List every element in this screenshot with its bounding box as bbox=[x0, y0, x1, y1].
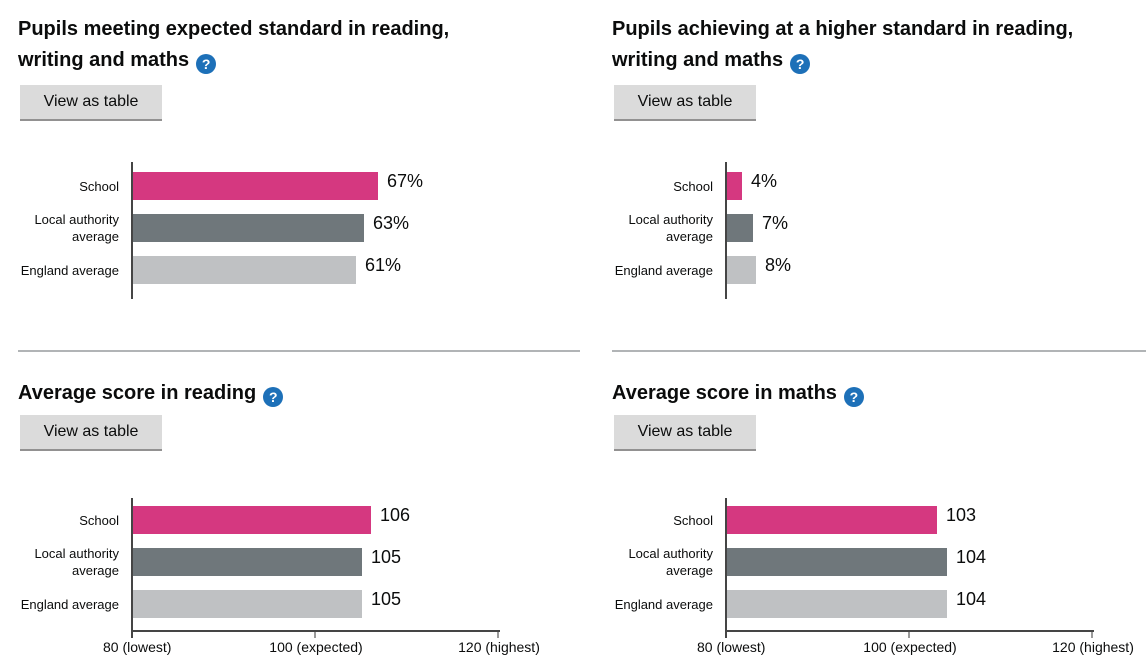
bar-value-local-authority: 105 bbox=[371, 547, 402, 567]
bar-label-school: School bbox=[79, 178, 119, 194]
bar-label-england: England average bbox=[20, 596, 119, 612]
view-as-table-button[interactable]: View as table bbox=[20, 85, 162, 119]
bar-label-school: School bbox=[79, 512, 119, 528]
bar-value-school: 103 bbox=[946, 505, 977, 525]
y-axis-line bbox=[725, 162, 727, 299]
x-axis-tick-80 bbox=[725, 632, 727, 638]
bar-chart-higher-standard: School Local authority average England a… bbox=[612, 162, 1148, 332]
bar-school bbox=[133, 506, 371, 534]
bar-local-authority bbox=[133, 548, 362, 576]
chart-title-average-maths: Average score in maths? bbox=[612, 378, 864, 409]
help-icon[interactable]: ? bbox=[790, 54, 811, 74]
bar-value-school: 4% bbox=[751, 171, 778, 191]
bar-chart-average-maths: School Local authority average England a… bbox=[612, 496, 1148, 666]
bar-england bbox=[727, 590, 947, 618]
bar-school bbox=[133, 172, 378, 200]
panel-expected-standard: Pupils meeting expected standard in read… bbox=[18, 0, 580, 350]
bar-chart-average-reading: School Local authority average England a… bbox=[18, 496, 580, 666]
bar-england bbox=[133, 256, 356, 284]
x-axis-label-expected: 100 (expected) bbox=[863, 639, 957, 655]
panel-higher-standard: Pupils achieving at a higher standard in… bbox=[612, 0, 1148, 350]
chart-title-text: Average score in reading bbox=[18, 382, 257, 404]
x-axis-label-highest: 120 (highest) bbox=[458, 639, 540, 655]
bar-value-local-authority: 63% bbox=[373, 213, 410, 233]
x-axis-label-expected: 100 (expected) bbox=[269, 639, 363, 655]
bar-label-local-authority: Local authority average bbox=[34, 212, 119, 244]
x-axis-label-highest: 120 (highest) bbox=[1052, 639, 1134, 655]
bar-label-local-authority: Local authority average bbox=[34, 546, 119, 578]
bar-school bbox=[727, 506, 937, 534]
bar-label-england: England average bbox=[614, 596, 713, 612]
x-axis-tick-120 bbox=[497, 632, 499, 638]
x-axis-label-lowest: 80 (lowest) bbox=[697, 639, 766, 655]
bar-value-england: 8% bbox=[765, 255, 792, 275]
chart-title-expected-standard: Pupils meeting expected standard in read… bbox=[18, 14, 518, 76]
bar-label-local-authority: Local authority average bbox=[628, 546, 713, 578]
x-axis-label-lowest: 80 (lowest) bbox=[103, 639, 172, 655]
bar-value-england: 61% bbox=[365, 255, 402, 275]
x-axis-tick-100 bbox=[314, 632, 316, 638]
bar-value-school: 67% bbox=[387, 171, 424, 191]
bar-value-england: 105 bbox=[371, 589, 402, 609]
help-icon[interactable]: ? bbox=[263, 387, 284, 407]
panel-average-score-reading: Average score in reading? View as table … bbox=[18, 364, 580, 669]
bar-label-england: England average bbox=[20, 262, 119, 278]
bar-label-school: School bbox=[673, 178, 713, 194]
help-icon[interactable]: ? bbox=[843, 387, 864, 407]
panel-average-score-maths: Average score in maths? View as table Sc… bbox=[612, 364, 1148, 669]
bar-school bbox=[727, 172, 742, 200]
chart-title-average-reading: Average score in reading? bbox=[18, 378, 284, 409]
bar-england bbox=[727, 256, 756, 284]
help-icon[interactable]: ? bbox=[196, 54, 217, 74]
y-axis-line bbox=[131, 162, 133, 299]
bar-chart-expected-standard: School Local authority average England a… bbox=[18, 162, 580, 332]
bar-local-authority bbox=[727, 214, 753, 242]
section-divider bbox=[18, 350, 580, 352]
bar-value-local-authority: 7% bbox=[762, 213, 789, 233]
y-axis-line bbox=[131, 498, 133, 630]
bar-local-authority bbox=[727, 548, 947, 576]
x-axis-tick-120 bbox=[1091, 632, 1093, 638]
bar-local-authority bbox=[133, 214, 364, 242]
view-as-table-button[interactable]: View as table bbox=[20, 415, 162, 449]
chart-title-text: Average score in maths bbox=[612, 382, 837, 404]
bar-england bbox=[133, 590, 362, 618]
x-axis-line bbox=[725, 630, 1094, 632]
x-axis-tick-80 bbox=[131, 632, 133, 638]
y-axis-line bbox=[725, 498, 727, 630]
bar-label-school: School bbox=[673, 512, 713, 528]
x-axis-tick-100 bbox=[908, 632, 910, 638]
chart-title-text: Pupils achieving at a higher standard in… bbox=[612, 18, 1074, 71]
bar-value-school: 106 bbox=[380, 505, 411, 525]
x-axis-line bbox=[131, 630, 500, 632]
bar-value-england: 104 bbox=[956, 589, 987, 609]
section-divider bbox=[612, 350, 1146, 352]
view-as-table-button[interactable]: View as table bbox=[614, 415, 756, 449]
chart-title-text: Pupils meeting expected standard in read… bbox=[18, 18, 450, 71]
bar-value-local-authority: 104 bbox=[956, 547, 987, 567]
chart-title-higher-standard: Pupils achieving at a higher standard in… bbox=[612, 14, 1112, 76]
view-as-table-button[interactable]: View as table bbox=[614, 85, 756, 119]
bar-label-local-authority: Local authority average bbox=[628, 212, 713, 244]
bar-label-england: England average bbox=[614, 262, 713, 278]
